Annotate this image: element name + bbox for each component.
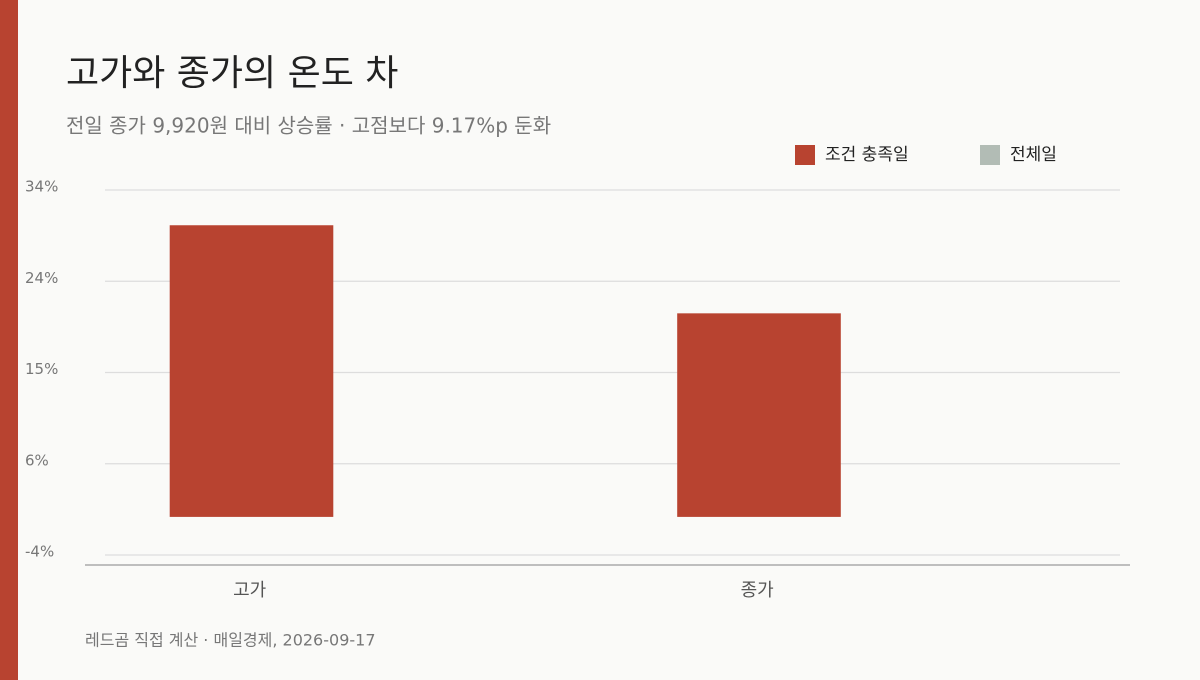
bar — [677, 313, 841, 517]
bar — [169, 225, 334, 517]
accent-stripe — [0, 0, 18, 680]
legend-swatch — [795, 145, 815, 165]
x-tick-label: 종가 — [741, 580, 774, 601]
source-note: 레드곰 직접 계산 · 매일경제, 2026-09-17 — [85, 631, 376, 650]
y-tick-label: 15% — [25, 360, 58, 378]
legend-label: 전체일 — [1010, 145, 1057, 165]
y-tick-label: 6% — [25, 451, 49, 469]
y-tick-label: -4% — [25, 543, 54, 561]
x-tick-label: 고가 — [233, 580, 266, 601]
legend-swatch — [980, 145, 1000, 165]
y-tick-label: 34% — [25, 178, 58, 196]
y-tick-label: 24% — [25, 269, 58, 287]
chart-title: 고가와 종가의 온도 차 — [66, 53, 398, 94]
legend-label: 조건 충족일 — [825, 145, 909, 165]
chart-subtitle: 전일 종가 9,920원 대비 상승률 · 고점보다 9.17%p 둔화 — [66, 114, 551, 138]
